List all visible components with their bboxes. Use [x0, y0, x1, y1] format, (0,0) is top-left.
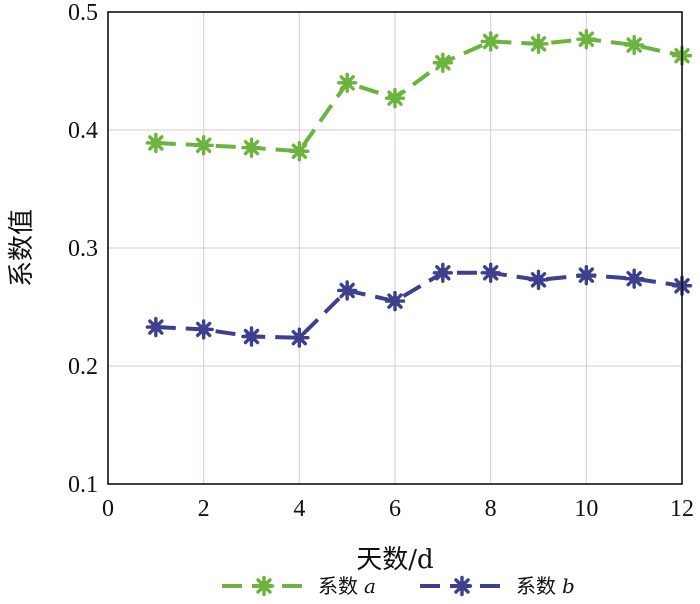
y-tick-label: 0.3 — [68, 236, 98, 262]
data-point-b — [145, 316, 167, 338]
legend-item-a: 系数 a — [222, 574, 376, 598]
series-a — [145, 28, 693, 162]
grid-lines — [107, 11, 683, 485]
legend: 系数 a 系数 b — [222, 574, 575, 598]
legend-marker-a — [253, 575, 275, 597]
data-point-a — [336, 72, 358, 94]
x-axis-title: 天数/d — [356, 545, 433, 575]
data-point-b — [576, 264, 597, 286]
data-point-b — [432, 262, 454, 283]
x-tick-label: 8 — [485, 496, 497, 522]
data-point-a — [193, 135, 214, 156]
y-tick-label: 0.5 — [68, 0, 98, 26]
data-point-a — [432, 52, 454, 73]
tick-labels: 0 2 4 6 8 10 12 0.1 0.2 0.3 0.4 0.5 — [68, 0, 694, 522]
data-point-b — [384, 290, 406, 312]
x-tick-label: 0 — [102, 496, 114, 522]
legend-item-b: 系数 b — [420, 574, 575, 598]
data-point-b — [480, 262, 501, 283]
data-point-b — [241, 326, 262, 347]
legend-label-suffix: b — [562, 574, 575, 598]
series-line-b — [155, 270, 683, 340]
data-point-a — [289, 141, 310, 162]
data-point-a — [480, 31, 501, 52]
series-b — [145, 262, 693, 348]
y-axis-title: 系数值 — [7, 209, 37, 287]
legend-label-b: 系数 b — [516, 574, 575, 598]
y-tick-label: 0.2 — [68, 354, 98, 380]
data-point-a — [145, 132, 167, 154]
legend-label-text: 系数 — [516, 574, 556, 598]
data-point-a — [384, 87, 406, 109]
data-point-a — [576, 28, 597, 50]
x-tick-label: 2 — [198, 496, 210, 522]
series-group — [145, 28, 693, 348]
legend-label-suffix: a — [364, 574, 376, 598]
plot-frame — [107, 11, 683, 485]
x-tick-label: 4 — [293, 496, 305, 522]
legend-label-a: 系数 a — [318, 574, 376, 598]
data-point-b — [336, 280, 358, 301]
legend-marker-b — [451, 575, 473, 597]
x-tick-label: 12 — [670, 496, 694, 522]
legend-label-text: 系数 — [318, 574, 358, 598]
data-point-a — [623, 34, 645, 56]
y-tick-label: 0.1 — [68, 472, 98, 498]
x-tick-label: 6 — [389, 496, 401, 522]
data-point-a — [241, 137, 262, 158]
y-tick-label: 0.4 — [68, 118, 98, 144]
data-point-b — [623, 268, 645, 289]
series-line-a — [155, 37, 683, 154]
x-tick-label: 10 — [574, 496, 598, 522]
data-point-b — [193, 319, 214, 340]
data-point-b — [289, 327, 310, 348]
data-point-b — [528, 269, 549, 291]
data-point-a — [528, 33, 549, 55]
